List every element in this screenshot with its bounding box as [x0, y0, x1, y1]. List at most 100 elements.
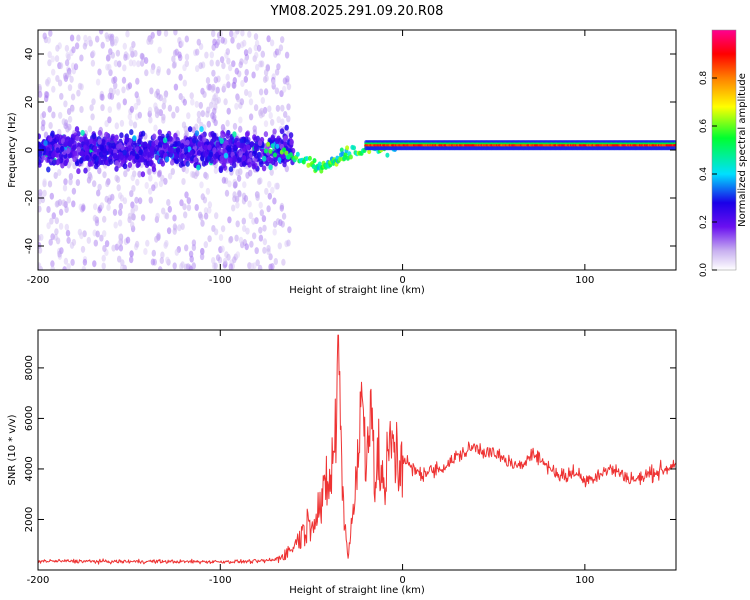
spectrogram-cell — [243, 49, 249, 57]
spectrogram-cell — [79, 106, 84, 113]
spectrogram-cell — [232, 162, 237, 169]
spectrogram-cell — [71, 200, 76, 208]
spectrogram-cell — [367, 149, 372, 155]
spectrogram-cell — [51, 212, 56, 220]
spectrogram-cell — [148, 196, 153, 204]
spectrogram-cell — [146, 151, 152, 158]
spectrogram-cell — [75, 179, 81, 186]
snr-panel: -200 -100 0 100 2000 4000 6000 8000 Height of s… — [7, 329, 677, 596]
spectrogram-cell — [60, 162, 65, 169]
spectrogram-cell — [385, 152, 390, 158]
spectrogram-cell — [235, 201, 240, 209]
spectrogram-cell — [213, 92, 218, 100]
spectrogram-cell — [38, 246, 43, 254]
y-tick-label: 20 — [24, 96, 35, 109]
spectrogram-cell — [239, 98, 245, 106]
spectrogram-cell — [219, 138, 224, 144]
spectrogram-cell — [122, 98, 128, 106]
spectrogram-cell — [203, 241, 208, 249]
spectrogram-cell — [58, 111, 63, 119]
spectrogram-cell — [114, 36, 119, 44]
spectrogram-cell — [205, 77, 211, 84]
spectrogram-cell — [234, 102, 239, 110]
spectrogram-cell — [102, 171, 107, 179]
spectrogram-cell — [38, 197, 42, 205]
spectrogram-cell — [263, 69, 269, 76]
spectrogram-cell — [212, 147, 217, 154]
spectrogram-cell — [63, 100, 68, 108]
spectrogram-cell — [247, 90, 252, 98]
spectrogram-cell — [117, 255, 122, 263]
spectrogram-cell — [184, 166, 189, 174]
spectrogram-cell — [72, 150, 78, 157]
spectrogram-cell — [270, 186, 275, 194]
spectrogram-cell — [262, 155, 267, 162]
spectrogram-cell — [137, 197, 143, 205]
spectrogram-cell — [258, 88, 264, 96]
spectrogram-cell — [189, 255, 194, 263]
spectrogram-cell — [258, 201, 263, 209]
spectrogram-cell — [673, 145, 676, 151]
spectrogram-cell — [86, 236, 92, 244]
spectrogram-cell — [247, 161, 252, 168]
spectrogram-cell — [253, 136, 258, 143]
spectrogram-cell — [65, 51, 70, 59]
spectrogram-cell — [160, 251, 165, 259]
spectrogram-cell — [202, 91, 207, 98]
spectrogram-cell — [272, 220, 278, 228]
spectrogram-cell — [164, 212, 170, 220]
spectrogram-cell — [104, 240, 110, 248]
colorbar-tick-label: 0.8 — [699, 71, 709, 86]
spectrogram-cell — [64, 206, 69, 213]
spectrogram-cell — [149, 146, 155, 153]
spectrogram-cell — [148, 160, 153, 167]
spectrogram-cell — [211, 30, 216, 38]
spectrogram-cell — [244, 243, 249, 251]
spectrogram-cell — [72, 144, 77, 151]
spectrogram-cell — [64, 223, 70, 231]
x-tick-label: -100 — [209, 575, 232, 586]
spectrogram-cell — [207, 201, 213, 209]
spectrogram-cell — [244, 89, 249, 96]
spectrogram-cell — [352, 145, 356, 151]
spectrogram-cell — [190, 98, 195, 106]
spectrogram-cell — [194, 204, 199, 211]
spectrogram-cell — [38, 234, 41, 242]
spectrogram-cell — [280, 104, 285, 112]
spectrogram-cell — [41, 154, 46, 161]
spectrogram-cell — [66, 108, 72, 115]
spectrogram-cell — [64, 59, 70, 67]
spectrogram-cell — [51, 85, 56, 93]
spectrogram-cell — [214, 212, 219, 220]
spectrogram-cell — [121, 86, 126, 94]
y-tick-label: 6000 — [24, 406, 35, 431]
spectrogram-cell — [232, 77, 237, 84]
spectrogram-cell — [115, 49, 121, 57]
x-tick-label: -100 — [209, 275, 232, 286]
spectrogram-cell — [191, 171, 196, 179]
spectrogram-cell — [58, 222, 64, 230]
spectrogram-cell — [154, 154, 160, 161]
spectrogram-cell — [91, 133, 97, 139]
spectrogram-cell — [162, 143, 168, 150]
spectrogram-cell — [174, 153, 179, 160]
spectrogram-cell — [157, 129, 162, 136]
spectrogram-cell — [122, 64, 127, 72]
spectrogram-cell — [227, 216, 232, 224]
snr-ylabel: SNR (10 * v/v) — [7, 414, 18, 485]
spectrogram-cell — [186, 152, 191, 159]
spectrogram-cell — [232, 256, 237, 264]
spectrogram-cell — [130, 174, 135, 182]
spectrogram-cell — [220, 36, 225, 44]
spectrogram-cell — [282, 85, 287, 93]
spectrogram-cell — [197, 150, 202, 156]
spectrogram-cell — [70, 258, 75, 266]
spectrogram-cell — [112, 152, 118, 159]
spectrogram-cell — [260, 97, 265, 104]
spectrogram-cell — [127, 113, 132, 121]
spectrogram-cell — [129, 190, 134, 198]
spectrogram-cell — [220, 245, 225, 253]
spectrogram-cell — [74, 126, 80, 133]
spectrogram-cell — [252, 232, 257, 240]
